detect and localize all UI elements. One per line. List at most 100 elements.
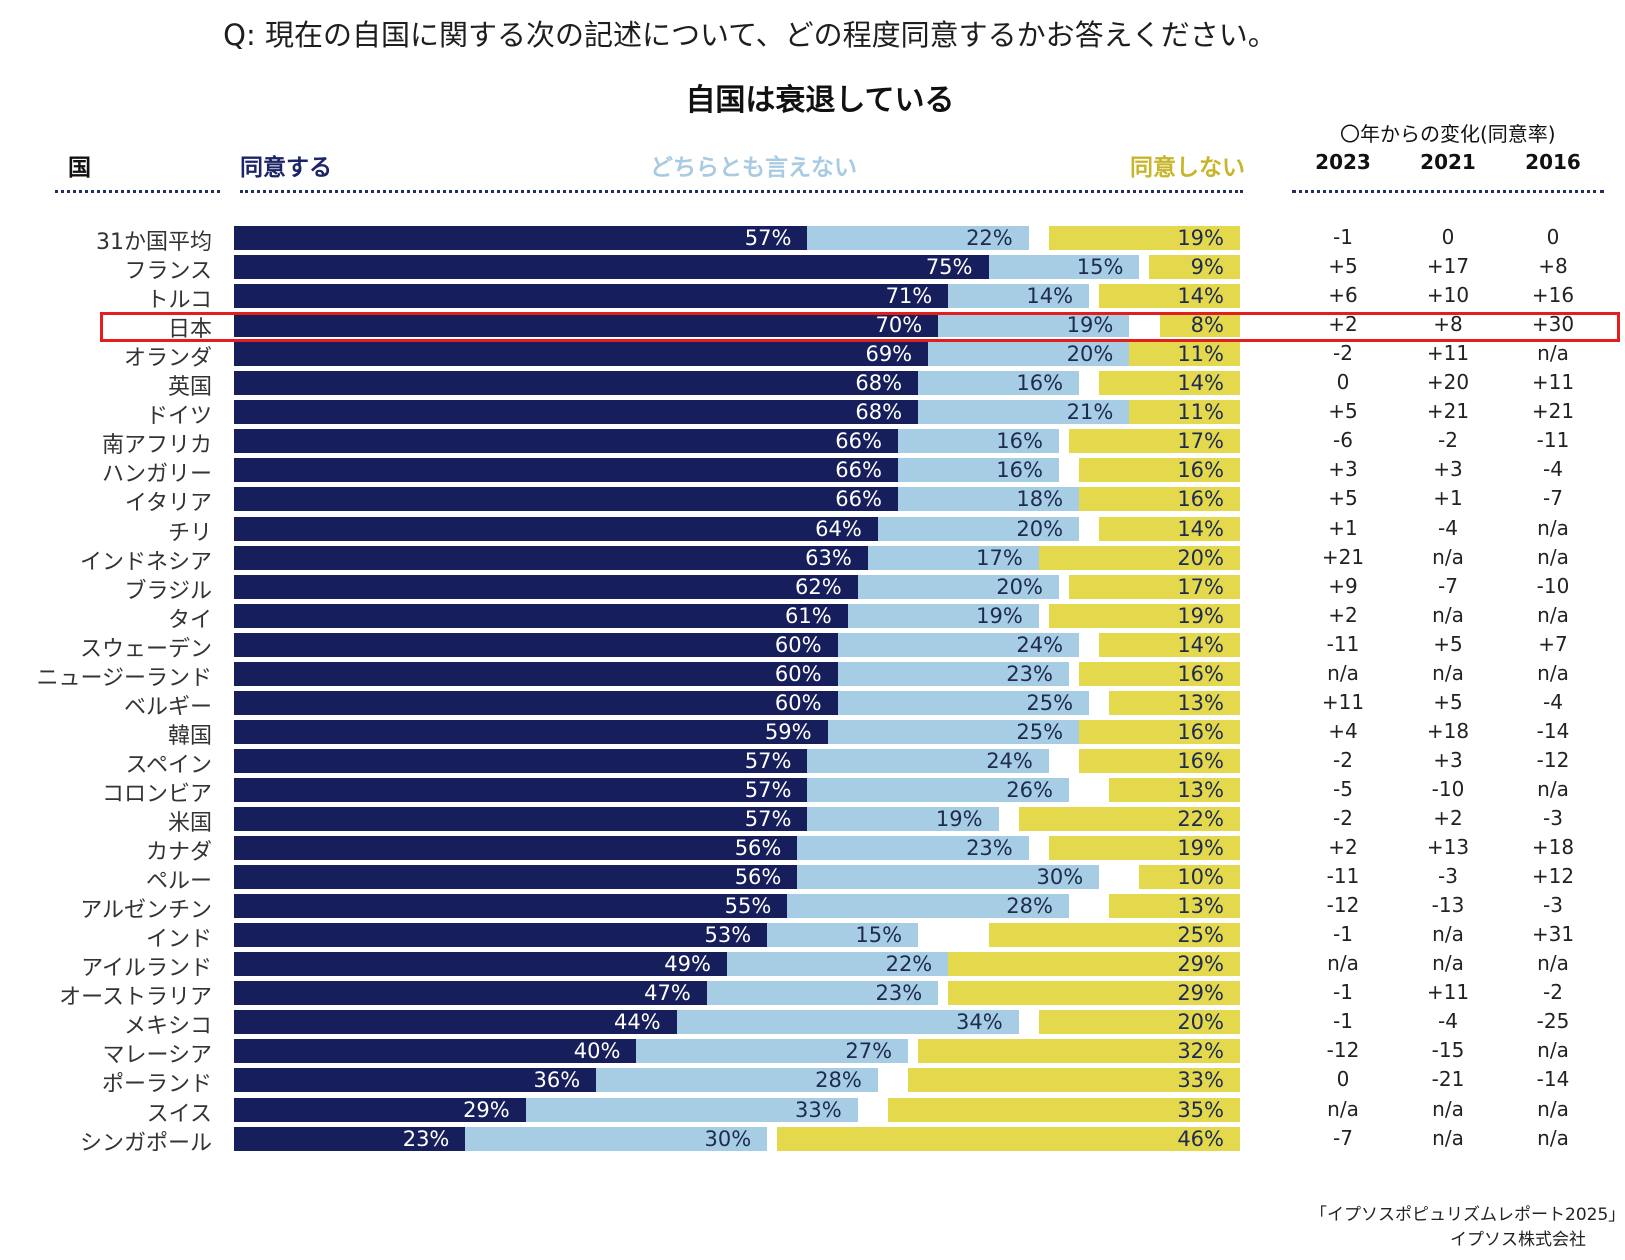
change-value: -6: [1333, 428, 1353, 453]
bar-disagree: [1048, 603, 1240, 628]
bar-agree: [234, 661, 838, 686]
bar-disagree: [1048, 226, 1240, 250]
label-agree: 60%: [774, 690, 822, 715]
bar-agree: [234, 1097, 526, 1122]
change-value: n/a: [1537, 1038, 1569, 1063]
label-disagree: 8%: [1190, 313, 1224, 338]
country-label: ポーランド: [101, 1072, 212, 1098]
change-value: +10: [1426, 283, 1470, 308]
change-value: +9: [1328, 573, 1358, 598]
label-disagree: 35%: [1177, 1097, 1224, 1122]
label-neutral: 25%: [1026, 690, 1074, 715]
label-disagree: 14%: [1177, 371, 1224, 396]
label-agree: 66%: [835, 429, 882, 454]
label-disagree: 29%: [1177, 981, 1224, 1006]
change-value: -3: [1543, 806, 1563, 830]
country-label: スイス: [146, 1101, 212, 1127]
label-disagree: 14%: [1177, 632, 1224, 657]
label-neutral: 16%: [996, 458, 1043, 483]
bar-neutral: [676, 1010, 1019, 1035]
country-label: ブラジル: [124, 578, 212, 604]
country-label: 南アフリカ: [101, 433, 212, 459]
bar-disagree: [1018, 807, 1240, 831]
label-disagree: 16%: [1177, 719, 1224, 744]
label-disagree: 13%: [1177, 894, 1224, 919]
bar-agree: [234, 719, 828, 744]
country-label: シンガポール: [79, 1130, 212, 1156]
change-value: n/a: [1432, 1125, 1464, 1150]
bar-disagree: [1159, 313, 1240, 338]
bar-disagree: [1109, 894, 1240, 919]
chart-row: カナダ 56% 23% 19% +2 +13 +18: [0, 835, 1625, 865]
bar-disagree: [1068, 429, 1240, 454]
change-value: n/a: [1537, 660, 1569, 685]
label-agree: 44%: [613, 1010, 661, 1035]
bar-neutral: [807, 748, 1049, 773]
bar-neutral: [988, 255, 1140, 280]
chart-row: 日本 70% 19% 8% +2 +8 +30: [0, 312, 1625, 342]
change-value: -3: [1543, 893, 1563, 918]
change-value: n/a: [1537, 776, 1569, 801]
bar-agree: [234, 371, 919, 396]
label-disagree: 16%: [1177, 748, 1224, 773]
country-label: オーストラリア: [59, 985, 212, 1011]
chart-row: ドイツ 68% 21% 11% +5 +21 +21: [0, 399, 1625, 429]
country-label: インドネシア: [79, 549, 212, 575]
label-disagree: 22%: [1177, 807, 1224, 831]
change-value: +7: [1538, 631, 1568, 656]
label-agree: 47%: [644, 981, 691, 1006]
change-value: +21: [1426, 399, 1470, 424]
country-label: タイ: [167, 607, 212, 633]
year-2016: 2016: [1525, 150, 1581, 174]
bar-neutral: [867, 545, 1039, 570]
bar-neutral: [797, 865, 1100, 890]
chart-row: スウェーデン 60% 24% 14% -11 +5 +7: [0, 631, 1625, 662]
chart-row: ハンガリー 66% 16% 16% +3 +3 -4: [0, 457, 1625, 487]
bar-neutral: [827, 719, 1080, 744]
change-value: +1: [1433, 486, 1463, 511]
label-neutral: 20%: [996, 574, 1043, 599]
country-label: ドイツ: [145, 404, 212, 430]
chart-row: 南アフリカ 66% 16% 17% -6 -2 -11: [0, 428, 1625, 458]
bar-agree: [234, 1126, 466, 1151]
year-2023: 2023: [1315, 150, 1371, 174]
label-agree: 68%: [855, 400, 903, 425]
country-label: スウェーデン: [79, 636, 212, 662]
country-label: 韓国: [167, 723, 212, 749]
change-value: +4: [1328, 718, 1358, 743]
label-disagree: 11%: [1177, 400, 1224, 425]
change-value: n/a: [1537, 951, 1569, 976]
country-label: 米国: [167, 811, 212, 836]
change-value: -7: [1333, 1125, 1353, 1150]
bar-disagree: [1129, 342, 1240, 367]
bar-agree: [234, 400, 919, 425]
bar-agree: [234, 284, 949, 309]
change-value: +11: [1531, 370, 1575, 395]
label-neutral: 33%: [795, 1097, 842, 1122]
country-label: ペルー: [145, 869, 212, 895]
label-neutral: 23%: [875, 981, 923, 1006]
label-neutral: 19%: [976, 603, 1023, 628]
chart-row: タイ 61% 19% 19% +2 n/a n/a: [0, 603, 1625, 633]
header-disagree: 同意しない: [1130, 155, 1245, 181]
chart-row: ブラジル 62% 20% 17% +9 -7 -10: [0, 573, 1625, 604]
header-agree: 同意する: [240, 155, 332, 181]
change-value: -4: [1543, 457, 1563, 482]
change-value: -2: [1438, 428, 1458, 453]
change-value: +8: [1433, 312, 1463, 337]
bar-disagree: [1139, 865, 1240, 890]
label-neutral: 20%: [1016, 516, 1064, 541]
bar-neutral: [807, 226, 1029, 250]
label-neutral: 14%: [1026, 284, 1074, 309]
chart-row: オランダ 69% 20% 11% -2 +11 n/a: [0, 341, 1625, 371]
label-neutral: 19%: [1066, 313, 1114, 338]
bar-agree: [234, 458, 898, 483]
bar-neutral: [797, 836, 1029, 861]
bar-agree: [234, 226, 808, 250]
label-neutral: 17%: [976, 545, 1023, 570]
change-value: -2: [1333, 341, 1353, 366]
bar-neutral: [807, 777, 1069, 802]
label-neutral: 28%: [815, 1068, 862, 1093]
bar-neutral: [918, 371, 1080, 396]
bar-neutral: [636, 1039, 908, 1064]
